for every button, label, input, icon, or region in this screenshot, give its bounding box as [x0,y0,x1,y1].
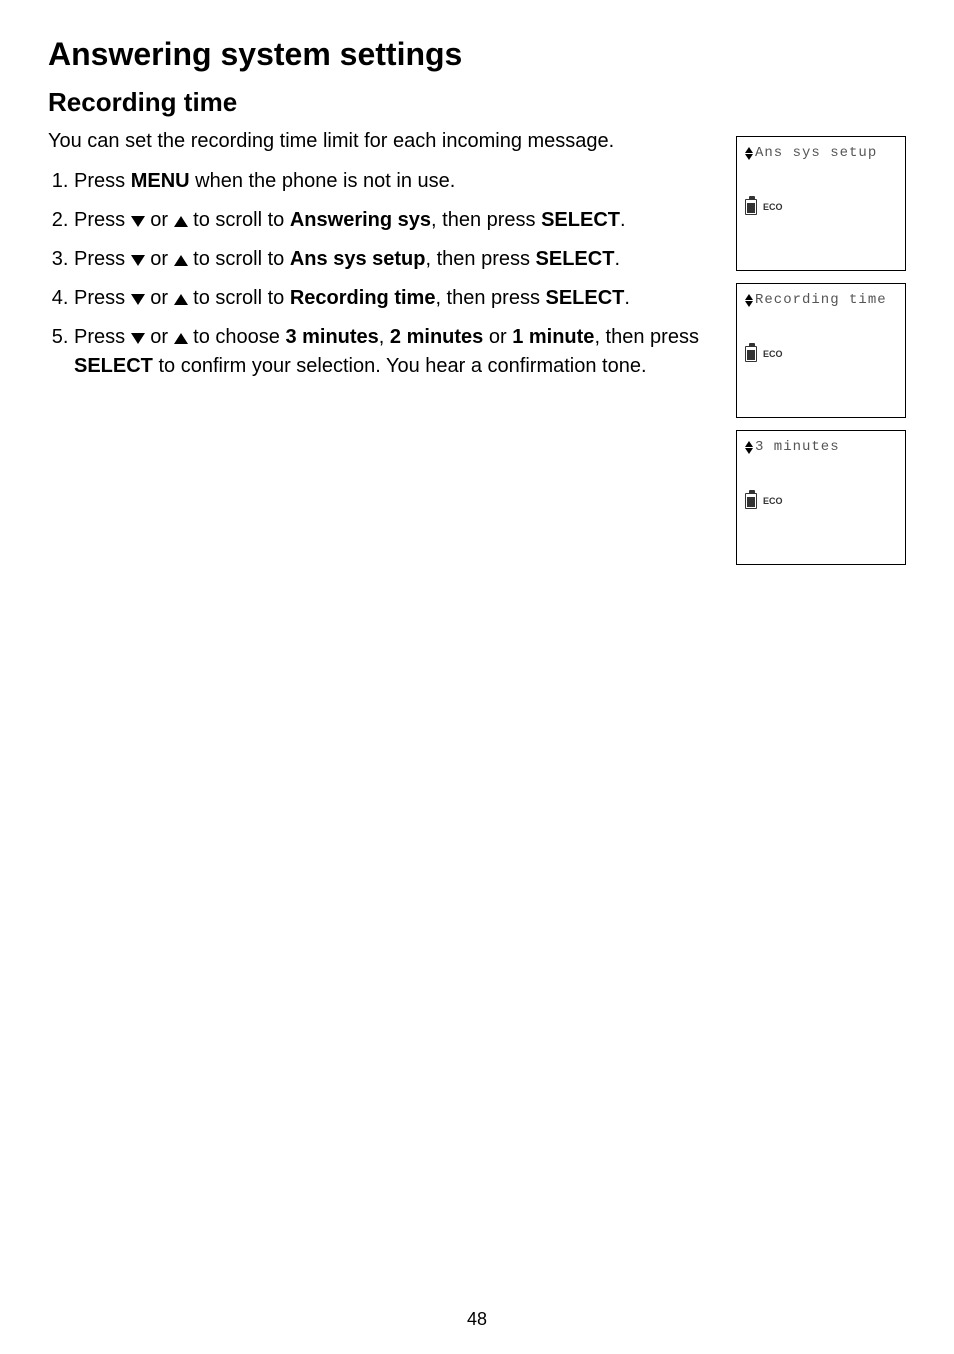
step-text: , then press [435,287,545,309]
step-text: to scroll to [188,209,290,231]
step-5: Press or to choose 3 minutes, 2 minutes … [74,323,738,381]
step-1: Press MENU when the phone is not in use. [74,167,738,196]
lcd-screens-column: Ans sys setup ECO Recording time [736,136,906,565]
lcd-text: Ans sys setup [755,145,877,161]
eco-label: ECO [763,349,783,359]
step-text: to scroll to [188,287,290,309]
step-text: when the phone is not in use. [190,170,456,192]
battery-icon [745,493,757,509]
scroll-arrows-icon [745,294,753,307]
step-2: Press or to scroll to Answering sys, the… [74,206,738,235]
page-heading: Answering system settings [48,36,738,73]
up-arrow-icon [174,294,188,305]
up-arrow-icon [174,255,188,266]
step-text: Press [74,326,131,348]
step-text: or [483,326,512,348]
step-text: or [145,326,174,348]
step-text: to choose [188,326,286,348]
step-text: Press [74,248,131,270]
step-text: , then press [425,248,535,270]
step-bold: SELECT [536,248,615,270]
scroll-arrows-icon [745,147,753,160]
step-bold: Ans sys setup [290,248,426,270]
step-text: Press [74,170,131,192]
intro-text: You can set the recording time limit for… [48,128,738,155]
battery-icon [745,346,757,362]
step-bold: 1 minute [512,326,594,348]
lcd-screen-2: Recording time ECO [736,283,906,418]
step-text: to scroll to [188,248,290,270]
step-bold: Answering sys [290,209,431,231]
lcd-text: 3 minutes [755,439,840,455]
lcd-screen-1: Ans sys setup ECO [736,136,906,271]
step-text: , [379,326,390,348]
step-3: Press or to scroll to Ans sys setup, the… [74,245,738,274]
step-text: , then press [594,326,699,348]
step-text: or [145,248,174,270]
step-text: to confirm your selection. You hear a co… [153,355,647,377]
step-bold: Recording time [290,287,436,309]
eco-label: ECO [763,496,783,506]
step-text: . [620,209,626,231]
step-text: , then press [431,209,541,231]
steps-list: Press MENU when the phone is not in use.… [48,167,738,381]
battery-icon [745,199,757,215]
eco-label: ECO [763,202,783,212]
lcd-text: Recording time [755,292,887,308]
down-arrow-icon [131,255,145,266]
step-bold: 2 minutes [390,326,483,348]
step-text: . [614,248,620,270]
section-subheading: Recording time [48,87,738,118]
scroll-arrows-icon [745,441,753,454]
step-text: Press [74,209,131,231]
step-text: or [145,287,174,309]
lcd-screen-3: 3 minutes ECO [736,430,906,565]
step-4: Press or to scroll to Recording time, th… [74,284,738,313]
step-text: or [145,209,174,231]
page-number: 48 [0,1309,954,1330]
down-arrow-icon [131,294,145,305]
step-bold: SELECT [541,209,620,231]
step-text: Press [74,287,131,309]
step-bold: MENU [131,170,190,192]
step-text: . [624,287,630,309]
down-arrow-icon [131,216,145,227]
step-bold: SELECT [546,287,625,309]
up-arrow-icon [174,216,188,227]
step-bold: SELECT [74,355,153,377]
step-bold: 3 minutes [285,326,378,348]
down-arrow-icon [131,333,145,344]
up-arrow-icon [174,333,188,344]
